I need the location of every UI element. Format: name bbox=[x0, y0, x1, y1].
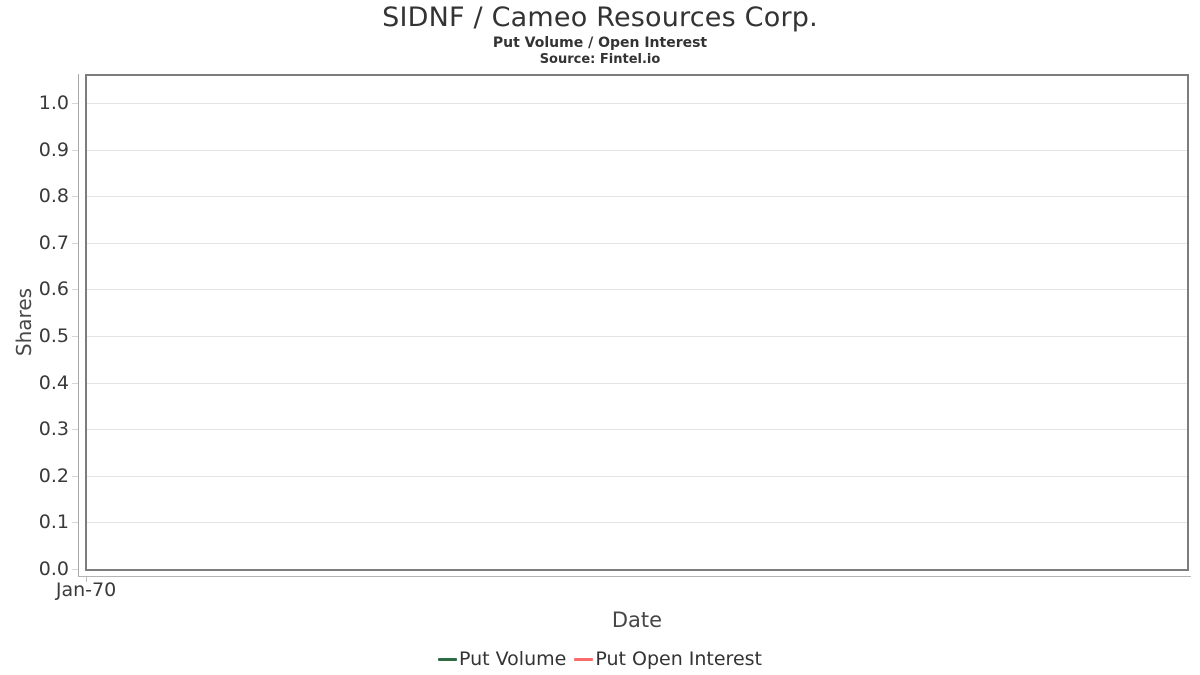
legend-item-put-volume[interactable]: Put Volume bbox=[438, 648, 566, 670]
gridline-0.1 bbox=[87, 522, 1187, 523]
y-tick-0.4 bbox=[72, 383, 78, 384]
put-open-interest-line-icon bbox=[574, 657, 594, 661]
y-tick-label-0.9: 0.9 bbox=[38, 139, 69, 161]
x-tick-Jan-70 bbox=[86, 577, 87, 582]
y-tick-0.2 bbox=[72, 476, 78, 477]
y-tick-0.7 bbox=[72, 243, 78, 244]
y-tick-0.5 bbox=[72, 336, 78, 337]
y-tick-0.0 bbox=[72, 569, 78, 570]
chart-source: Source: Fintel.io bbox=[539, 52, 661, 67]
legend: Put Volume Put Open Interest bbox=[0, 645, 1200, 673]
legend-label-put-volume: Put Volume bbox=[459, 648, 567, 670]
gridline-0.5 bbox=[87, 336, 1187, 337]
y-tick-0.9 bbox=[72, 150, 78, 151]
x-axis-line bbox=[78, 576, 1191, 577]
plot-area bbox=[85, 74, 1189, 571]
gridline-0.2 bbox=[87, 476, 1187, 477]
y-tick-0.1 bbox=[72, 522, 78, 523]
y-tick-label-1.0: 1.0 bbox=[38, 92, 69, 114]
y-tick-label-0.0: 0.0 bbox=[38, 558, 69, 580]
y-axis-line bbox=[78, 74, 79, 577]
chart-title: SIDNF / Cameo Resources Corp. bbox=[382, 2, 818, 33]
gridline-0.4 bbox=[87, 383, 1187, 384]
y-tick-label-0.7: 0.7 bbox=[38, 232, 69, 254]
y-tick-1.0 bbox=[72, 103, 78, 104]
gridline-0.9 bbox=[87, 150, 1187, 151]
y-tick-0.6 bbox=[72, 289, 78, 290]
gridline-0.7 bbox=[87, 243, 1187, 244]
x-axis-title: Date bbox=[611, 608, 663, 632]
gridline-0.8 bbox=[87, 196, 1187, 197]
gridline-0.3 bbox=[87, 429, 1187, 430]
y-axis-title: Shares bbox=[12, 287, 36, 357]
legend-item-put-open-interest[interactable]: Put Open Interest bbox=[574, 648, 762, 670]
gridline-1.0 bbox=[87, 103, 1187, 104]
legend-label-put-open-interest: Put Open Interest bbox=[595, 648, 762, 670]
y-tick-label-0.2: 0.2 bbox=[38, 465, 69, 487]
gridline-0.6 bbox=[87, 289, 1187, 290]
chart-subtitle: Put Volume / Open Interest bbox=[492, 35, 708, 51]
y-tick-0.8 bbox=[72, 196, 78, 197]
y-tick-label-0.5: 0.5 bbox=[38, 325, 69, 347]
y-tick-label-0.8: 0.8 bbox=[38, 185, 69, 207]
put-volume-line-icon bbox=[438, 657, 457, 661]
y-tick-0.3 bbox=[72, 429, 78, 430]
y-tick-label-0.4: 0.4 bbox=[38, 372, 69, 394]
y-tick-label-0.1: 0.1 bbox=[38, 511, 69, 533]
x-tick-label-Jan-70: Jan-70 bbox=[55, 579, 117, 601]
y-tick-label-0.6: 0.6 bbox=[38, 278, 69, 300]
y-tick-label-0.3: 0.3 bbox=[38, 418, 69, 440]
